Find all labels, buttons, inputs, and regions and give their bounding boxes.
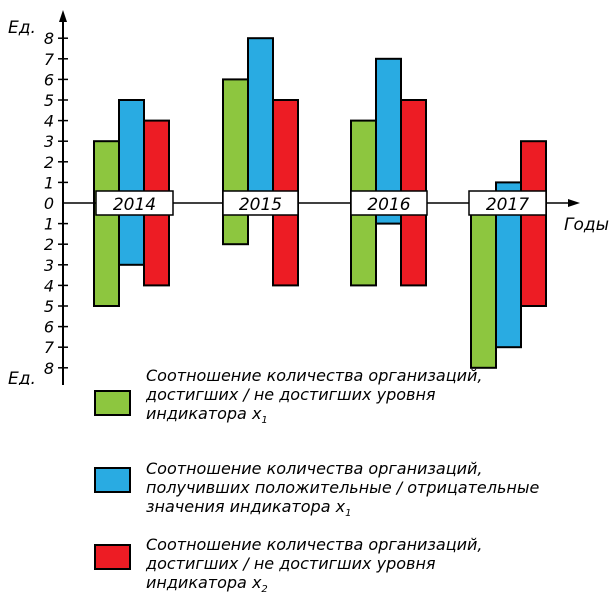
indicator-var: x: [251, 404, 262, 423]
bar-s2-2014: [118, 99, 145, 266]
y-axis-label-bottom: Ед.: [8, 369, 36, 385]
y-tick-label-top: 6: [44, 70, 54, 89]
bar-s3-2017: [520, 140, 547, 307]
bar-s1-2015: [222, 78, 249, 246]
y-tick-label-bottom: 3: [44, 256, 54, 275]
y-tick-label-top: 5: [44, 91, 54, 110]
category-label-2014: 2014: [113, 195, 156, 215]
y-tick-label-top: 7: [44, 50, 55, 69]
legend-line: Соотношение количества организаций,: [146, 366, 483, 385]
legend-line: Соотношение количества организаций,: [146, 535, 483, 554]
legend-swatch-green: [94, 390, 131, 416]
legend-text-red: Соотношение количества организаций, дост…: [146, 535, 616, 599]
y-tick-label-bottom: 7: [44, 338, 55, 357]
legend-line: достигших / не достигших уровня: [146, 554, 436, 573]
legend-line: значения индикатора x1: [146, 497, 352, 519]
y-tick-label-top: 8: [44, 29, 54, 48]
legend-line: достигших / не достигших уровня: [146, 385, 436, 404]
y-tick-label-top: 3: [44, 132, 54, 151]
y-tick-label-bottom: 1: [44, 215, 54, 234]
indicator-sub: 1: [345, 508, 352, 519]
legend-text-blue: Соотношение количества организаций, полу…: [146, 459, 616, 523]
y-tick-label-bottom: 2: [44, 235, 54, 254]
y-tick-label-bottom: 6: [44, 318, 54, 337]
category-label-2015: 2015: [239, 195, 282, 215]
legend-text-green: Соотношение количества организаций, дост…: [146, 366, 616, 430]
legend-line: индикатора x1: [146, 404, 268, 426]
legend-line: индикатора x2: [146, 573, 268, 595]
y-tick-label-top: 4: [44, 112, 54, 131]
y-tick-label-top: 2: [44, 153, 54, 172]
legend-line: получивших положительные / отрицательные: [146, 478, 540, 497]
category-box-2016: [350, 190, 428, 216]
bar-s1-2014: [93, 140, 120, 307]
y-tick-label-bottom: 8: [44, 359, 54, 378]
indicator-var: x: [335, 497, 346, 516]
indicator-sub: 2: [261, 584, 268, 595]
category-label-2016: 2016: [367, 195, 410, 215]
category-labels-group: 2014 2015 2016 2017: [95, 190, 547, 216]
category-box-2017: [468, 190, 547, 216]
legend-line: Соотношение количества организаций,: [146, 459, 483, 478]
x-axis-arrow: [568, 199, 580, 207]
x-axis-label: Годы: [564, 215, 609, 235]
y-tick-label-bottom: 4: [44, 276, 54, 295]
y-axis-arrow-top: [59, 10, 67, 22]
indicator-sub: 1: [261, 415, 268, 426]
category-box-2014: [95, 190, 174, 216]
y-tick-label-zero: 0: [44, 194, 54, 213]
y-axis-label-top: Ед.: [8, 18, 36, 38]
legend-swatch-red: [94, 544, 131, 570]
category-label-2017: 2017: [486, 195, 529, 215]
legend: Соотношение количества организаций, дост…: [94, 0, 609, 599]
y-tick-label-bottom: 5: [44, 297, 54, 316]
indicator-var: x: [251, 573, 262, 592]
legend-swatch-blue: [94, 467, 131, 493]
category-box-2015: [222, 190, 299, 216]
y-tick-label-top: 1: [44, 173, 54, 192]
